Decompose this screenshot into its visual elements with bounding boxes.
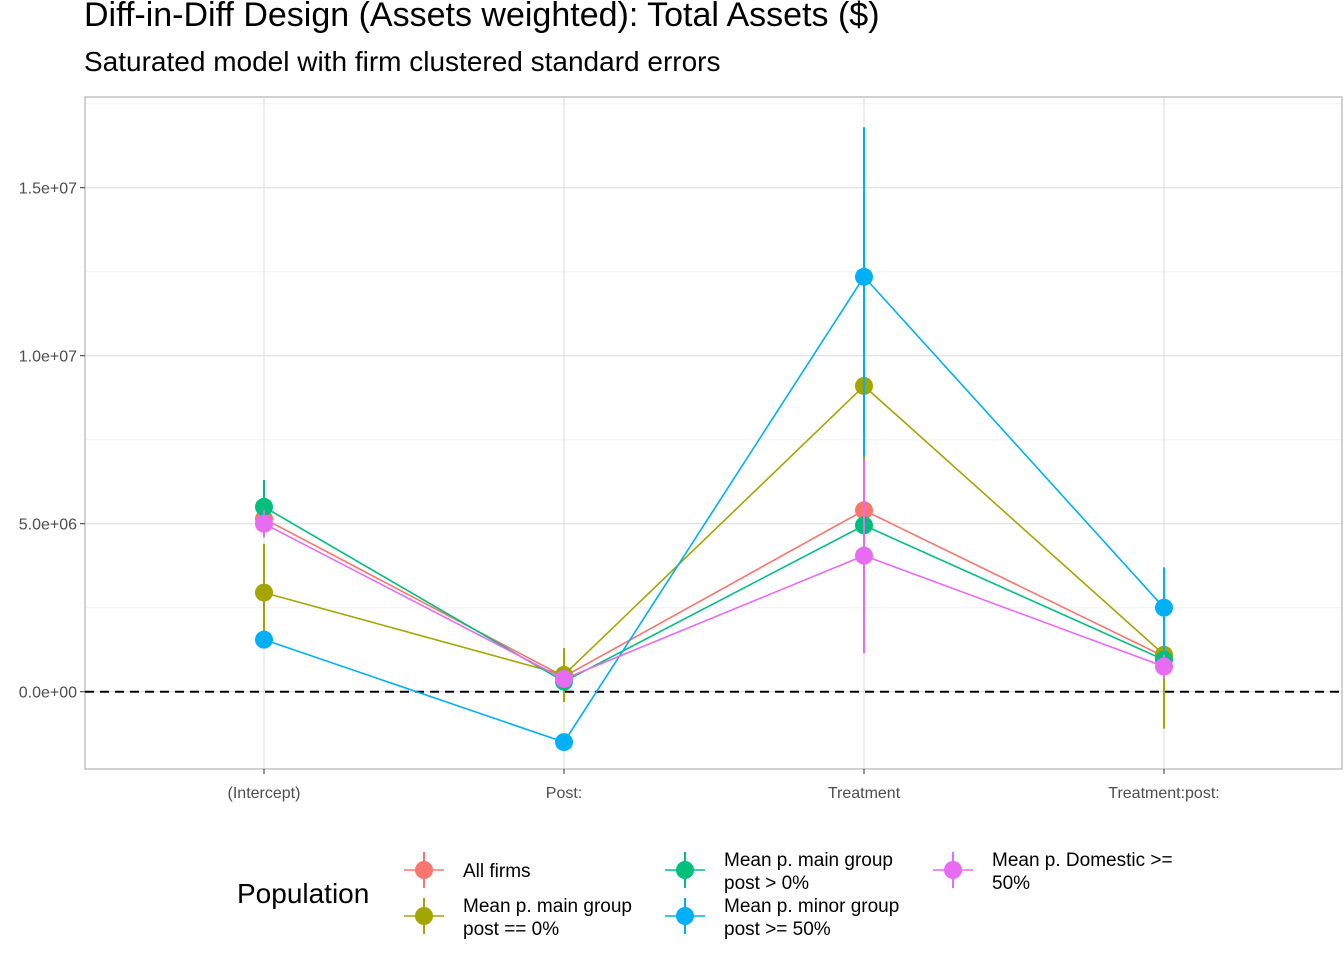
y-tick-label: 1.0e+07: [19, 349, 77, 366]
y-tick-label: 5.0e+06: [19, 517, 77, 534]
legend-label: Mean p. minor group: [724, 896, 899, 917]
legend-label: 50%: [992, 873, 1030, 894]
data-point: [555, 669, 573, 688]
legend-key-point: [676, 861, 694, 879]
legend-item: Mean p. Domestic >=50%: [933, 850, 1173, 894]
legend-key-point: [415, 861, 433, 879]
data-point: [555, 733, 573, 752]
legend-key-point: [415, 907, 433, 925]
panel-border: [84, 96, 1343, 770]
x-axis-ticks: (Intercept) Post: Treatment Treatment:post:: [228, 769, 1220, 802]
legend-label: post > 0%: [724, 873, 809, 894]
legend-key-point: [944, 861, 962, 879]
data-point: [255, 630, 273, 649]
legend-label: Mean p. main group: [463, 896, 632, 917]
series-line: [263, 275, 1165, 744]
series-1: [255, 376, 1173, 729]
y-tick-label: 1.5e+07: [19, 181, 77, 198]
series-4: [255, 459, 1173, 688]
series-line: [263, 523, 1165, 680]
data-point: [1155, 657, 1173, 676]
data-point: [855, 546, 873, 565]
x-tick-label: (Intercept): [228, 785, 301, 802]
x-tick-label: Treatment: [828, 785, 901, 802]
x-tick-label: Post:: [546, 785, 582, 802]
y-tick-label: 0.0e+00: [19, 685, 77, 702]
legend-label: post == 0%: [463, 919, 559, 940]
data-point: [255, 514, 273, 533]
series-line: [263, 506, 1165, 683]
legend-title: Population: [237, 878, 369, 909]
legend-key-point: [676, 907, 694, 925]
series-3: [255, 127, 1173, 752]
grid-layer: [85, 97, 1342, 769]
series-line: [263, 509, 1165, 678]
data-point: [255, 497, 273, 516]
series-2: [255, 480, 1173, 691]
data-point: [855, 267, 873, 286]
chart-title: Diff-in-Diff Design (Assets weighted): T…: [84, 0, 880, 34]
y-axis-ticks: 0.0e+00 5.0e+06 1.0e+07 1.5e+07: [19, 181, 85, 702]
series-line: [263, 384, 1165, 676]
legend-item: All firms: [404, 852, 531, 888]
legend-label: Mean p. main group: [724, 850, 893, 871]
data-point: [1155, 598, 1173, 617]
legend-label: Mean p. Domestic >=: [992, 850, 1173, 871]
legend-label: All firms: [463, 861, 531, 882]
chart-subtitle: Saturated model with firm clustered stan…: [84, 46, 721, 77]
data-point: [255, 583, 273, 602]
x-tick-label: Treatment:post:: [1108, 785, 1219, 802]
series-layer: [255, 127, 1173, 752]
legend-label: post >= 50%: [724, 919, 831, 940]
series-0: [255, 459, 1173, 686]
